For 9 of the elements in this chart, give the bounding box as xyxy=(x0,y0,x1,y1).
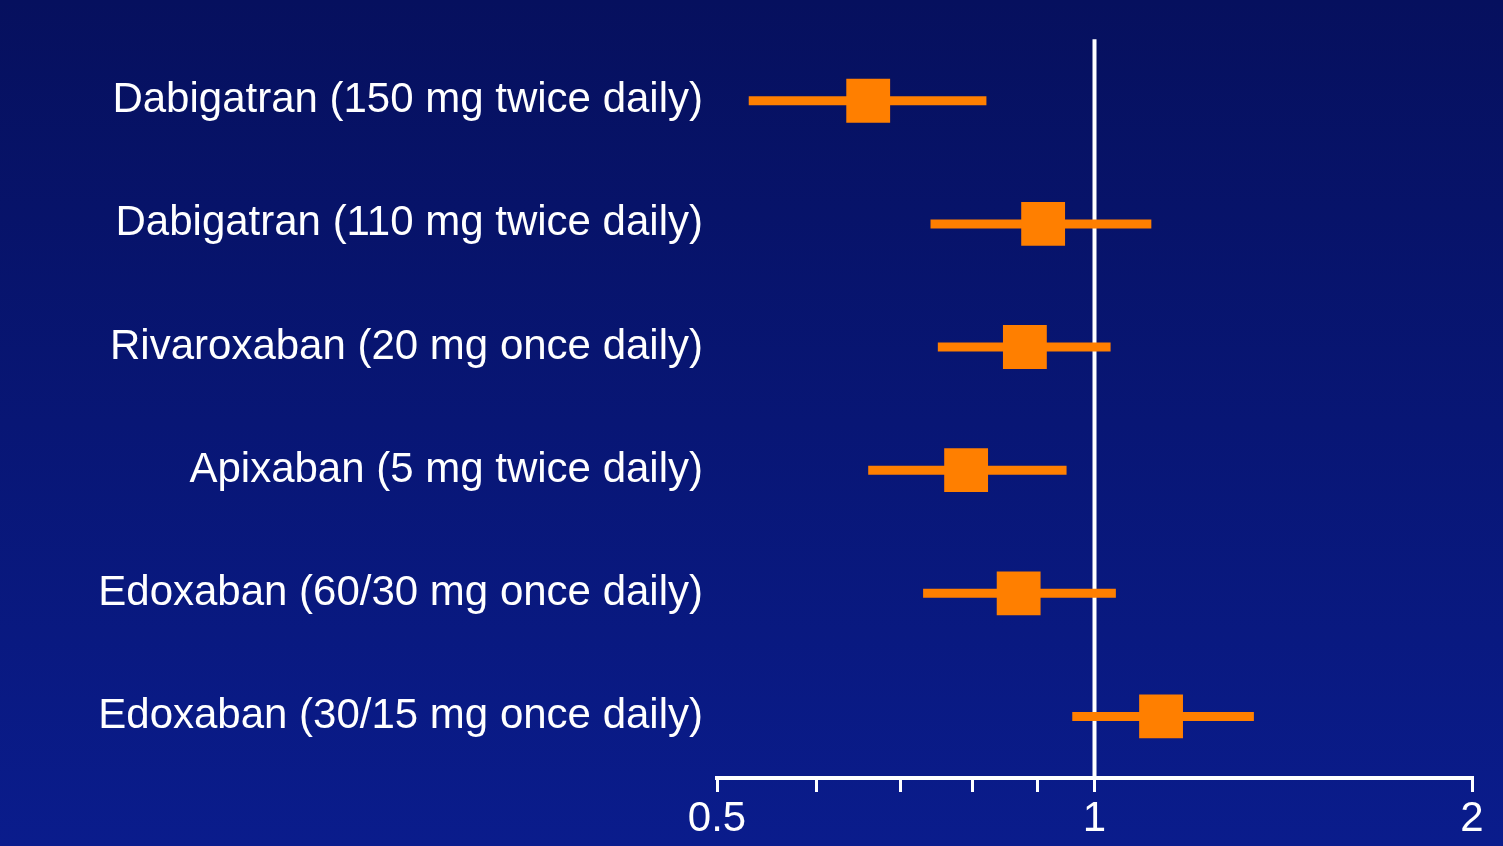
y-tick-label: Edoxaban (60/30 mg once daily) xyxy=(98,566,703,614)
y-tick-label: Apixaban (5 mg twice daily) xyxy=(189,443,703,491)
y-tick-label: Edoxaban (30/15 mg once daily) xyxy=(98,690,703,738)
y-tick-label: Rivaroxaban (20 mg once daily) xyxy=(110,320,703,368)
x-tick-label: 0.5 xyxy=(687,792,747,840)
x-tick-label: 2 xyxy=(1460,792,1484,840)
y-tick-label: Dabigatran (110 mg twice daily) xyxy=(115,197,703,245)
x-tick-label: 1 xyxy=(1082,792,1107,840)
y-tick-label: Dabigatran (150 mg twice daily) xyxy=(112,74,703,122)
